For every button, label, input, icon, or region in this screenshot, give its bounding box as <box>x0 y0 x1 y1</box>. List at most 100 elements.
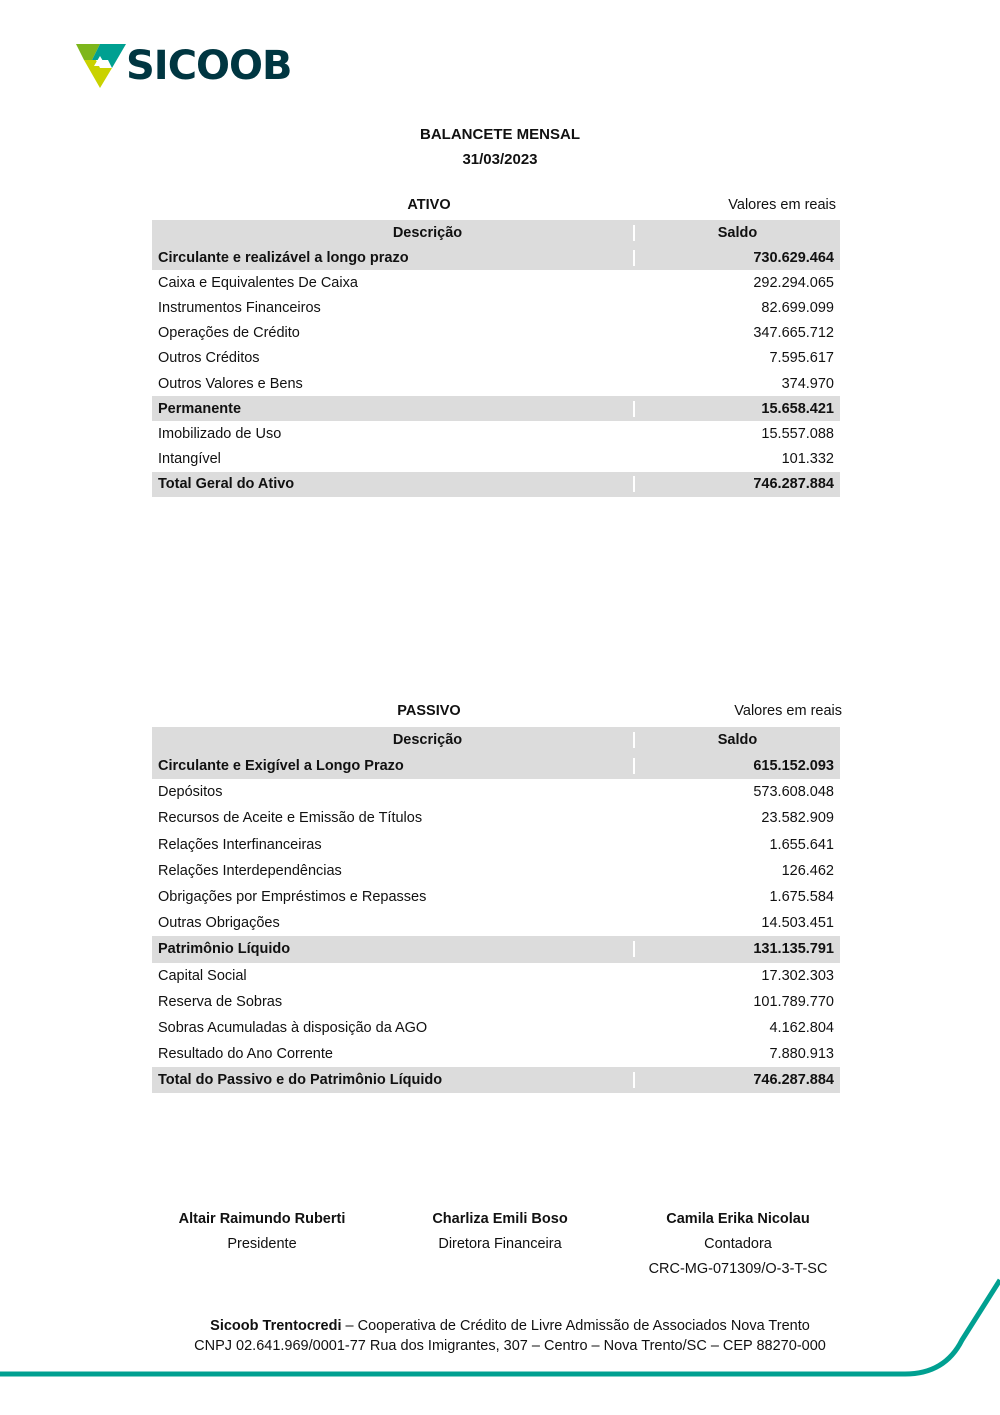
row-saldo: 17.302.303 <box>761 967 834 984</box>
title-heading: BALANCETE MENSAL <box>420 126 580 143</box>
row-saldo: 347.665.712 <box>753 325 834 342</box>
table-row: Obrigações por Empréstimos e Repasses 1.6… <box>152 884 840 910</box>
row-description: Patrimônio Líquido <box>158 941 291 958</box>
ativo-unit-label: Valores em reais <box>728 197 836 213</box>
table-group-row: Total do Passivo e do Patrimônio Líquido… <box>152 1067 840 1094</box>
table-row: Relações Interfinanceiras 1.655.641 <box>152 832 840 858</box>
header-saldo: Saldo <box>633 224 840 241</box>
sicoob-logo: SICOOB <box>76 42 293 90</box>
row-description: Intangível <box>158 451 221 468</box>
row-description: Sobras Acumuladas à disposição da AGO <box>158 1019 428 1036</box>
row-saldo: 23.582.909 <box>761 810 834 827</box>
signatory-role: Contadora <box>704 1236 772 1252</box>
table-group-row: Permanente 15.658.421 <box>152 396 840 422</box>
signature-contadora: Camila Erika Nicolau Contadora CRC-MG-07… <box>618 1207 858 1282</box>
row-saldo: 573.608.048 <box>753 784 834 801</box>
row-description: Relações Interfinanceiras <box>158 836 322 853</box>
row-description: Outros Valores e Bens <box>158 375 303 392</box>
row-saldo: 131.135.791 <box>633 941 840 958</box>
signatory-name: Altair Raimundo Ruberti <box>178 1211 346 1227</box>
table-row: Depósitos 573.608.048 <box>152 779 840 805</box>
row-description: Outras Obrigações <box>158 915 280 932</box>
row-saldo: 1.655.641 <box>769 836 834 853</box>
row-description: Imobilizado de Uso <box>158 425 282 442</box>
row-saldo: 15.658.421 <box>633 400 840 417</box>
sicoob-logo-mark-icon <box>76 44 126 88</box>
table-row: Resultado do Ano Corrente 7.880.913 <box>152 1041 840 1067</box>
table-row: Outras Obrigações 14.503.451 <box>152 910 840 936</box>
header-descricao: Descrição <box>392 732 463 748</box>
row-description: Total Geral do Ativo <box>158 476 295 493</box>
table-row: Sobras Acumuladas à disposição da AGO 4.1… <box>152 1015 840 1041</box>
row-saldo: 15.557.088 <box>761 425 834 442</box>
row-description: Obrigações por Empréstimos e Repasses <box>158 889 427 906</box>
signature-presidente: Altair Raimundo Ruberti Presidente <box>142 1207 382 1257</box>
row-saldo: 101.789.770 <box>753 993 834 1010</box>
row-description: Recursos de Aceite e Emissão de Títulos <box>158 810 423 827</box>
row-saldo: 1.675.584 <box>769 889 834 906</box>
table-group-row: Patrimônio Líquido 131.135.791 <box>152 936 840 963</box>
document-title: BALANCETE MENSAL 31/03/2023 <box>0 122 1000 172</box>
footer-org: Sicoob Trentocredi <box>210 1318 342 1334</box>
row-saldo: 746.287.884 <box>633 1072 840 1089</box>
signatory-name: Charliza Emili Boso <box>432 1211 568 1227</box>
table-row: Operações de Crédito 347.665.712 <box>152 321 840 346</box>
passivo-table-header: Descrição Saldo <box>152 727 840 753</box>
signatory-name: Camila Erika Nicolau <box>666 1211 810 1227</box>
signatory-role: Presidente <box>227 1236 297 1252</box>
footer-org-desc: – Cooperativa de Crédito de Livre Admiss… <box>341 1318 810 1334</box>
ativo-table: Descrição Saldo Circulante e realizável … <box>152 220 840 497</box>
row-saldo: 126.462 <box>781 862 834 879</box>
row-saldo: 101.332 <box>781 451 834 468</box>
table-row: Intangível 101.332 <box>152 447 840 472</box>
table-row: Caixa e Equivalentes De Caixa 292.294.065 <box>152 270 840 295</box>
signatory-role: Diretora Financeira <box>438 1236 562 1252</box>
table-row: Imobilizado de Uso 15.557.088 <box>152 421 840 446</box>
table-group-row: Circulante e realizável a longo prazo 730… <box>152 245 840 271</box>
row-description: Depósitos <box>158 784 223 801</box>
ativo-caption: ATIVO <box>407 197 451 213</box>
row-description: Total do Passivo e do Patrimônio Líquido <box>158 1072 443 1089</box>
ativo-table-header: Descrição Saldo <box>152 220 840 245</box>
table-row: Recursos de Aceite e Emissão de Títulos 2… <box>152 805 840 831</box>
table-row: Outros Valores e Bens 374.970 <box>152 371 840 396</box>
row-description: Caixa e Equivalentes De Caixa <box>158 274 358 291</box>
row-saldo: 730.629.464 <box>633 249 840 266</box>
passivo-caption: PASSIVO <box>397 703 461 719</box>
row-description: Permanente <box>158 400 242 417</box>
row-description: Resultado do Ano Corrente <box>158 1046 333 1063</box>
row-description: Circulante e Exigível a Longo Prazo <box>158 758 404 775</box>
row-description: Operações de Crédito <box>158 325 300 342</box>
passivo-unit-label: Valores em reais <box>734 703 842 719</box>
signature-diretora: Charliza Emili Boso Diretora Financeira <box>380 1207 620 1257</box>
row-saldo: 14.503.451 <box>761 915 834 932</box>
table-row: Outros Créditos 7.595.617 <box>152 346 840 371</box>
header-saldo: Saldo <box>633 732 840 748</box>
table-row: Reserva de Sobras 101.789.770 <box>152 989 840 1015</box>
row-description: Outros Créditos <box>158 350 260 367</box>
row-saldo: 746.287.884 <box>633 476 840 493</box>
row-description: Instrumentos Financeiros <box>158 299 321 316</box>
row-saldo: 7.880.913 <box>769 1046 834 1063</box>
title-date: 31/03/2023 <box>462 151 538 168</box>
table-row: Instrumentos Financeiros 82.699.099 <box>152 295 840 320</box>
row-saldo: 4.162.804 <box>769 1019 834 1036</box>
footer-address: Sicoob Trentocredi – Cooperativa de Créd… <box>0 1316 1000 1356</box>
row-description: Capital Social <box>158 967 247 984</box>
footer-cnpj-address: CNPJ 02.641.969/0001-77 Rua dos Imigrant… <box>194 1338 826 1354</box>
table-row: Relações Interdependências 126.462 <box>152 858 840 884</box>
row-saldo: 7.595.617 <box>769 350 834 367</box>
signatory-registration: CRC-MG-071309/O-3-T-SC <box>648 1261 828 1277</box>
row-saldo: 82.699.099 <box>761 299 834 316</box>
row-description: Relações Interdependências <box>158 862 342 879</box>
row-saldo: 292.294.065 <box>753 274 834 291</box>
header-descricao: Descrição <box>392 224 463 241</box>
table-group-row: Circulante e Exigível a Longo Prazo 615.1… <box>152 753 840 780</box>
row-saldo: 374.970 <box>781 375 834 392</box>
row-description: Reserva de Sobras <box>158 993 283 1010</box>
row-description: Circulante e realizável a longo prazo <box>158 249 409 266</box>
passivo-table: Descrição Saldo Circulante e Exigível a … <box>152 727 840 1094</box>
table-row: Capital Social 17.302.303 <box>152 963 840 989</box>
footer-accent-line <box>0 1278 1000 1377</box>
row-saldo: 615.152.093 <box>633 758 840 775</box>
